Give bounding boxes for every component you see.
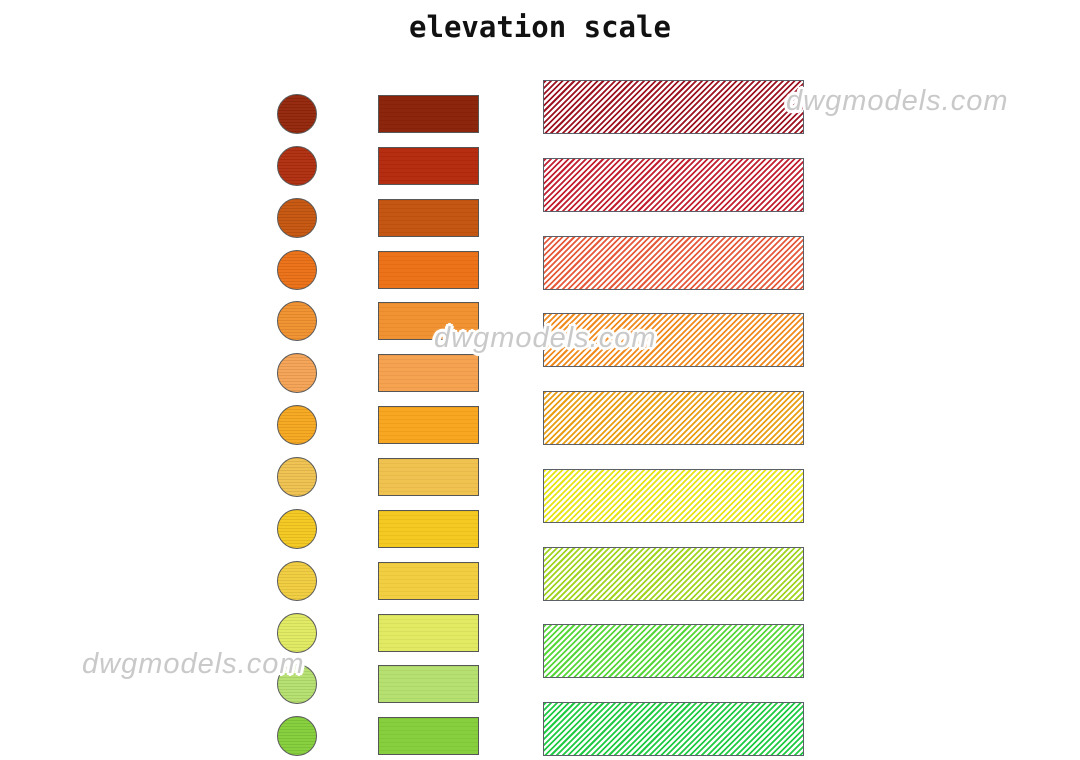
elevation-circle-10 bbox=[277, 560, 317, 601]
elevation-hatch-bar-2 bbox=[543, 157, 804, 212]
elevation-swatch-1 bbox=[378, 95, 479, 133]
watermark-center: dwgmodels.com bbox=[434, 322, 657, 354]
elevation-circle-5 bbox=[277, 301, 317, 342]
elevation-swatch-9 bbox=[378, 509, 479, 548]
elevation-swatch-4 bbox=[378, 250, 479, 289]
elevation-circle-2 bbox=[277, 145, 317, 186]
elevation-hatch-bar-1 bbox=[543, 80, 804, 134]
elevation-hatch-bar-7 bbox=[543, 546, 804, 601]
watermark-bottom-left: dwgmodels.com bbox=[82, 648, 305, 680]
elevation-hatch-bar-9 bbox=[543, 702, 804, 756]
elevation-hatch-bar-5 bbox=[543, 391, 804, 445]
watermark-top-right: dwgmodels.com bbox=[786, 85, 1009, 117]
elevation-hatch-bar-6 bbox=[543, 468, 804, 523]
elevation-swatch-10 bbox=[378, 561, 479, 600]
elevation-circle-6 bbox=[277, 353, 317, 394]
elevation-hatch-bar-3 bbox=[543, 235, 804, 290]
elevation-swatch-3 bbox=[378, 198, 479, 237]
elevation-swatch-12 bbox=[378, 665, 479, 704]
elevation-circle-1 bbox=[277, 94, 317, 134]
page-title: elevation scale bbox=[409, 10, 671, 44]
elevation-swatch-6 bbox=[378, 354, 479, 393]
elevation-swatch-5 bbox=[378, 302, 479, 341]
elevation-circle-9 bbox=[277, 508, 317, 549]
elevation-hatch-bar-4 bbox=[543, 313, 804, 368]
elevation-circle-12 bbox=[277, 664, 317, 705]
elevation-swatch-7 bbox=[378, 406, 479, 445]
elevation-swatch-11 bbox=[378, 613, 479, 652]
elevation-circle-11 bbox=[277, 612, 317, 653]
elevation-circle-4 bbox=[277, 249, 317, 290]
elevation-circle-8 bbox=[277, 456, 317, 497]
elevation-swatch-13 bbox=[378, 717, 479, 756]
elevation-hatch-bar-8 bbox=[543, 624, 804, 679]
elevation-circle-13 bbox=[277, 716, 317, 757]
elevation-swatch-8 bbox=[378, 457, 479, 496]
elevation-circle-7 bbox=[277, 405, 317, 446]
elevation-circle-3 bbox=[277, 197, 317, 238]
elevation-swatch-2 bbox=[378, 146, 479, 185]
